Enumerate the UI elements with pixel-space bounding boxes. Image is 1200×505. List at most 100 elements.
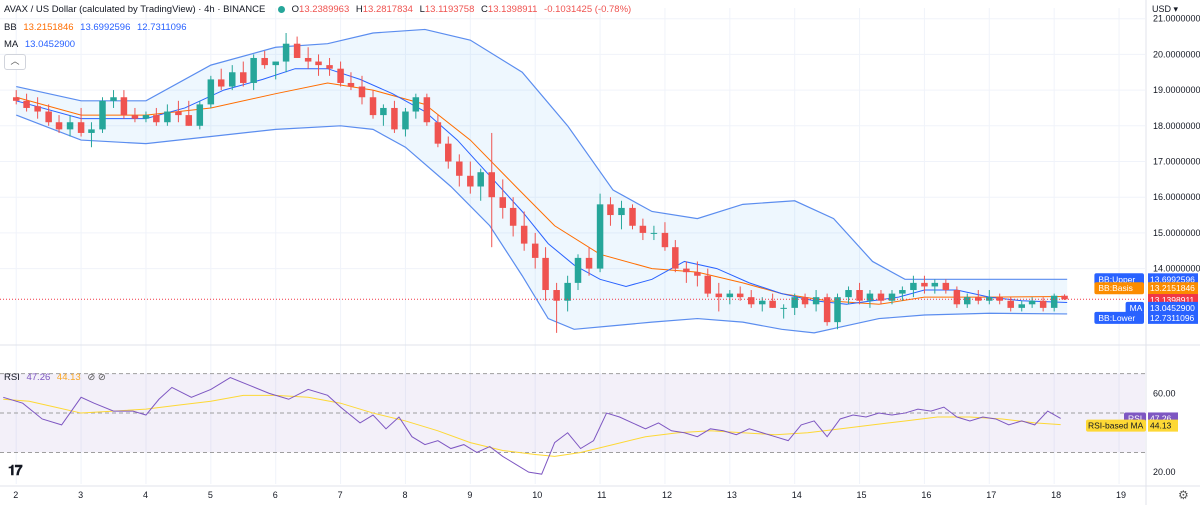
candle (553, 282, 560, 333)
close-price-value: 13.1398911 (1150, 295, 1195, 305)
candle (921, 275, 928, 294)
ma-tag-bg (1125, 301, 1144, 314)
candle (369, 90, 377, 119)
candle-body (110, 97, 117, 101)
candle (175, 100, 182, 123)
candle-body (34, 106, 41, 112)
candle-body (694, 272, 701, 276)
rsi-ma-value-bg (1148, 419, 1178, 432)
candle (650, 225, 658, 241)
candle-body (1039, 300, 1047, 308)
candle-body (207, 79, 215, 105)
candle-body (704, 275, 712, 294)
ohlc-high: H13.2817834 (355, 4, 413, 15)
candle (986, 290, 993, 305)
candle-body (585, 257, 593, 269)
candle-body (574, 257, 582, 283)
candle (66, 115, 74, 137)
candle-body (715, 293, 723, 298)
bb-lower-value: 12.7311096 (137, 22, 187, 33)
candle (877, 290, 885, 305)
rsi-pane (0, 373, 1145, 453)
candle (1061, 294, 1068, 301)
candle (1039, 297, 1047, 312)
candle (131, 107, 139, 123)
candle-body (661, 232, 669, 248)
candle-body (683, 268, 690, 273)
candle-body (445, 143, 452, 162)
candle-body (596, 204, 604, 269)
candle-body (423, 97, 431, 123)
candle-body (672, 247, 679, 269)
candle (88, 122, 95, 148)
price-tick: 18.0000000 (1153, 121, 1200, 131)
candle-body (250, 57, 257, 83)
candle (694, 261, 701, 287)
rsi-hidden-icons[interactable]: ⊘ ⊘ (87, 372, 106, 383)
candle (672, 240, 679, 273)
collapse-legend-button[interactable]: ︿ (4, 54, 26, 70)
candle (596, 193, 604, 273)
time-tick: 8 (402, 490, 407, 500)
candle-body (217, 79, 225, 87)
candle (791, 293, 798, 316)
candle (423, 93, 431, 126)
ohlc-close: C13.1398911 (481, 4, 538, 15)
ma-legend[interactable]: MA 13.0452900 (4, 39, 79, 50)
candle (607, 197, 614, 226)
candle-body (888, 293, 896, 301)
candle (747, 290, 755, 308)
candle (683, 261, 690, 283)
candle-body (1018, 304, 1025, 308)
candle (564, 275, 571, 312)
candle (402, 107, 409, 137)
candle (823, 293, 831, 326)
candle (618, 200, 625, 230)
candle (12, 90, 20, 105)
candle-body (791, 297, 798, 308)
time-tick: 13 (727, 490, 737, 500)
time-tick: 5 (208, 490, 213, 500)
candle (261, 50, 268, 69)
bb-lower-value-bg (1148, 311, 1198, 324)
tradingview-logo-icon[interactable]: 𝟏𝟕 (8, 462, 23, 478)
candle (120, 90, 128, 119)
time-tick: 2 (13, 490, 18, 500)
candle-body (639, 225, 647, 233)
candle (293, 36, 301, 58)
candle-body (931, 282, 939, 287)
candle (1007, 297, 1014, 312)
candle (272, 61, 279, 80)
candle (574, 254, 582, 291)
bb-lower-tag-bg (1094, 311, 1144, 324)
candle-body (801, 297, 809, 305)
ohlc-open: O13.2389963 (291, 4, 350, 15)
ohlc-low: L13.1193758 (419, 4, 475, 15)
candle-body (488, 172, 495, 198)
rsi-legend[interactable]: RSI 47.26 44.13 ⊘ ⊘ (4, 372, 110, 383)
candle-body (747, 297, 755, 305)
candle (207, 75, 215, 108)
candle-body (866, 293, 874, 301)
candle (704, 268, 712, 298)
candle-body (380, 107, 387, 116)
candle (726, 290, 734, 305)
candle-body (910, 282, 917, 291)
candle (629, 204, 636, 230)
candle (217, 68, 225, 91)
time-tick: 15 (857, 490, 867, 500)
candle-body (347, 82, 355, 87)
candle-body (185, 115, 193, 126)
symbol-legend: AVAX / US Dollar (calculated by TradingV… (4, 4, 635, 15)
candle (801, 293, 809, 308)
candle-body (531, 243, 539, 258)
symbol-title[interactable]: AVAX / US Dollar (calculated by TradingV… (4, 4, 266, 15)
time-tick: 6 (273, 490, 278, 500)
candle (434, 115, 442, 148)
candle (228, 65, 236, 91)
bb-lower-value: 12.7311096 (1150, 313, 1195, 323)
candle-body (877, 293, 885, 301)
candle (661, 222, 669, 251)
bb-legend[interactable]: BB 13.2151846 13.6992596 12.7311096 (4, 22, 191, 33)
